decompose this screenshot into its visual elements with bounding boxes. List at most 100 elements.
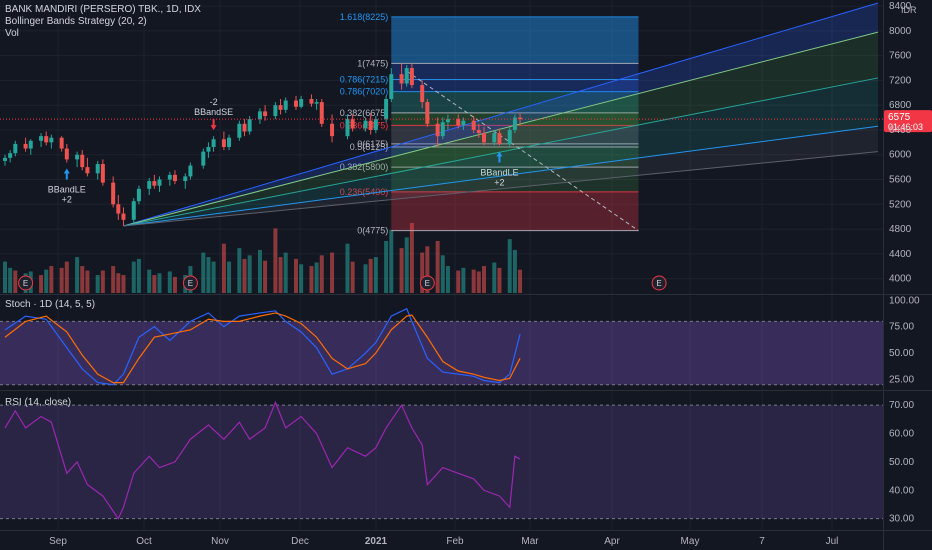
fan-ray-1 <box>123 31 879 227</box>
fib-zone-3 <box>391 91 639 113</box>
candle-body-10 <box>75 154 80 160</box>
candle-body-32 <box>237 123 242 138</box>
fan-ray-0 <box>123 2 879 227</box>
candle-body-47 <box>350 119 355 129</box>
rsi-axis-label-0: 30.00 <box>889 514 914 525</box>
candle-body-23 <box>167 174 172 180</box>
rsi-axis-label-4: 70.00 <box>889 400 914 411</box>
time-axis-label-6: Mar <box>521 536 539 547</box>
candle-body-21 <box>152 181 157 186</box>
volume-bar-22 <box>157 273 162 293</box>
volume-bar-10 <box>75 257 80 293</box>
volume-bar-47 <box>350 261 355 293</box>
candle-body-1 <box>8 153 13 158</box>
candle-body-12 <box>85 167 90 174</box>
stoch-axis-label-3: 100.00 <box>889 295 920 306</box>
candle-body-9 <box>64 148 69 160</box>
volume-bar-67 <box>497 267 502 293</box>
volume-bar-40 <box>294 258 298 293</box>
volume-bar-41 <box>299 264 304 293</box>
time-axis-label-3: Dec <box>291 536 309 547</box>
candle-body-33 <box>242 123 247 132</box>
time-axis-label-9: 7 <box>759 536 765 547</box>
earnings-marker-3[interactable] <box>651 275 667 291</box>
fan-ray-3 <box>123 125 879 227</box>
signal-qty-0: +2 <box>62 194 72 204</box>
candle-body-62 <box>461 120 466 126</box>
symbol-title[interactable]: BANK MANDIRI (PERSERO) TBK., 1D, IDX <box>5 4 201 15</box>
stoch-series-1 <box>4 312 521 384</box>
fib-zone-2 <box>391 79 639 92</box>
price-axis-label-8: 7200 <box>889 75 912 86</box>
volume-bar-65 <box>481 266 486 293</box>
last-price-value: 6575 <box>888 112 911 123</box>
volume-bar-32 <box>237 248 242 293</box>
candle-body-67 <box>497 133 502 144</box>
price-axis-label-7: 6800 <box>889 100 912 111</box>
candle-body-13 <box>95 164 100 174</box>
candle-body-40 <box>294 100 298 107</box>
volume-bar-48 <box>363 264 368 293</box>
price-axis-label-4: 5600 <box>889 175 912 186</box>
volume-bar-5 <box>39 275 44 293</box>
volume-bar-60 <box>445 266 450 293</box>
volume-bar-45 <box>330 252 335 293</box>
candle-body-60 <box>445 119 450 123</box>
signal-label-0: BBandLE <box>48 184 86 194</box>
volume-bar-17 <box>121 275 126 293</box>
fib-level-label-2: 0.786(7215) <box>340 74 389 84</box>
price-axis-label-9: 7600 <box>889 51 912 62</box>
signal-label-1: BBandSE <box>194 107 233 117</box>
volume-bar-14 <box>100 270 105 293</box>
candle-body-7 <box>49 137 54 143</box>
candle-body-11 <box>80 154 85 168</box>
volume-bar-55 <box>409 223 414 293</box>
price-axis-label-10: 8000 <box>889 26 912 37</box>
price-axis-label-6: 6400 <box>889 125 912 136</box>
volume-bar-35 <box>257 249 262 293</box>
volume-bar-42 <box>309 266 314 293</box>
candle-body-41 <box>299 99 304 107</box>
earnings-marker-1[interactable] <box>182 275 198 291</box>
earnings-marker-2[interactable] <box>419 275 435 291</box>
price-axis-label-2: 4800 <box>889 224 912 235</box>
volume-bar-18 <box>131 261 136 293</box>
volume-bar-50 <box>373 257 378 293</box>
volume-bar-12 <box>85 270 90 293</box>
candle-body-68 <box>507 129 512 144</box>
time-axis-label-1: Oct <box>136 536 152 547</box>
candle-body-31 <box>227 137 232 147</box>
time-axis-label-4: 2021 <box>365 536 388 547</box>
volume-bar-30 <box>221 243 226 293</box>
stoch-legend[interactable]: Stoch · 1D (14, 5, 5) <box>5 299 96 310</box>
candle-body-57 <box>425 102 430 124</box>
candle-body-45 <box>330 123 335 137</box>
volume-bar-36 <box>263 260 268 293</box>
fan-ray-4 <box>123 151 879 227</box>
volume-bar-34 <box>247 255 252 293</box>
candle-body-44 <box>319 102 324 124</box>
candle-body-51 <box>384 99 389 120</box>
volume-bar-31 <box>227 261 232 293</box>
chart-legend: BANK MANDIRI (PERSERO) TBK., 1D, IDX Bol… <box>5 4 201 40</box>
earnings-marker-0[interactable] <box>18 275 34 291</box>
time-axis-label-2: Nov <box>211 536 229 547</box>
signal-long-arrow-0 <box>63 168 70 180</box>
candle-body-34 <box>247 119 252 132</box>
fib-level-label-1: 1(7475) <box>357 58 388 68</box>
fib-level-label-8: 0.382(5800) <box>340 162 389 172</box>
candle-body-26 <box>188 165 193 177</box>
currency-label: IDR <box>901 5 917 15</box>
indicator-bollinger-label[interactable]: Bollinger Bands Strategy (20, 2) <box>5 16 147 27</box>
candle-body-24 <box>172 174 177 182</box>
volume-bar-2 <box>13 270 18 293</box>
volume-bar-39 <box>283 252 288 293</box>
time-axis-label-0: Sep <box>49 536 67 547</box>
volume-bar-8 <box>59 267 64 293</box>
volume-bar-54 <box>404 237 409 293</box>
volume-bar-0 <box>3 261 7 293</box>
rsi-legend[interactable]: RSI (14, close) <box>5 397 72 408</box>
volume-bar-43 <box>314 262 319 293</box>
indicator-volume-label[interactable]: Vol <box>5 28 19 39</box>
